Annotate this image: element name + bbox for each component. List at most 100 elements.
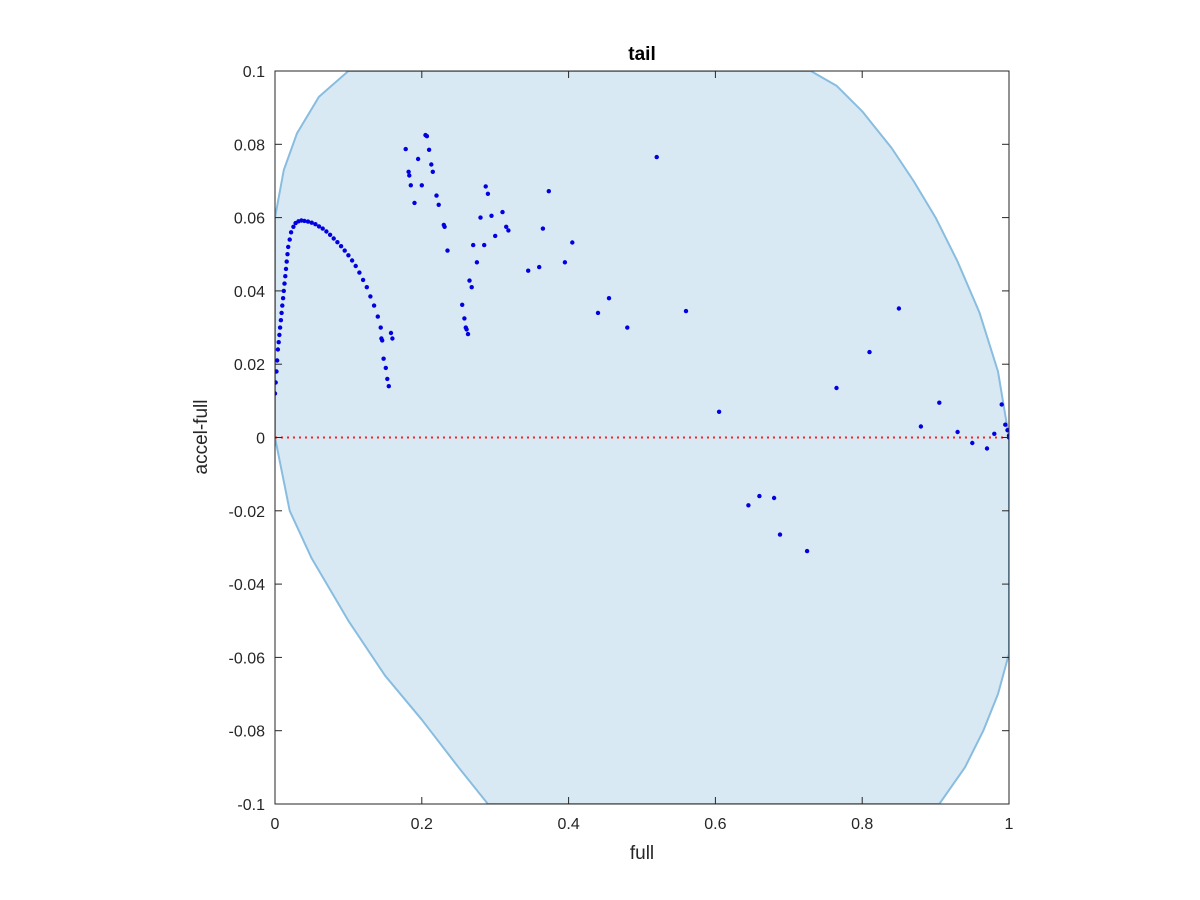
data-point-53 xyxy=(388,330,394,336)
data-point-41 xyxy=(360,277,366,283)
data-point-36 xyxy=(342,248,347,253)
data-point-10 xyxy=(280,303,285,308)
data-point-9 xyxy=(279,310,284,316)
data-point-54 xyxy=(390,336,395,341)
data-point-0 xyxy=(275,391,278,396)
data-point-59 xyxy=(412,200,417,206)
y-tick-label-2: -0.06 xyxy=(229,650,266,667)
x-tick-label-3: 0.6 xyxy=(704,816,726,833)
data-point-67 xyxy=(434,193,439,198)
data-point-44 xyxy=(371,303,377,308)
data-point-88 xyxy=(504,224,509,229)
data-point-107 xyxy=(834,385,839,391)
data-point-49 xyxy=(381,356,386,361)
data-point-25 xyxy=(302,218,307,224)
data-point-2 xyxy=(275,369,279,374)
y-tick-label-10: 0.1 xyxy=(243,64,265,81)
data-point-104 xyxy=(771,495,777,501)
data-point-111 xyxy=(937,400,942,405)
data-point-93 xyxy=(546,189,551,194)
data-point-8 xyxy=(278,318,284,323)
y-axis-ticks: -0.1 -0.08 -0.06 -0.04 -0.02 0 0.02 0.04 0.06 0.0… xyxy=(229,64,1009,814)
data-point-108 xyxy=(867,349,872,355)
data-point-101 xyxy=(716,409,722,414)
data-point-64 xyxy=(426,147,432,152)
data-point-80 xyxy=(474,260,480,265)
data-point-17 xyxy=(285,252,290,257)
data-point-99 xyxy=(654,154,659,160)
data-point-32 xyxy=(327,232,333,237)
data-point-45 xyxy=(375,314,380,319)
data-point-66 xyxy=(430,169,435,174)
data-point-79 xyxy=(471,242,476,248)
data-point-75 xyxy=(464,327,469,332)
data-point-40 xyxy=(357,270,362,275)
data-point-65 xyxy=(429,162,434,167)
y-tick-label-4: -0.02 xyxy=(229,504,266,521)
data-point-114 xyxy=(984,446,990,451)
x-axis-ticks: 0 0.2 0.4 0.6 0.8 1 xyxy=(271,71,1014,833)
data-point-30 xyxy=(320,226,325,231)
data-point-118 xyxy=(1005,428,1009,433)
data-point-35 xyxy=(338,244,344,249)
chart-title: tail xyxy=(628,44,655,65)
data-point-61 xyxy=(419,183,424,188)
data-point-106 xyxy=(804,548,810,554)
data-point-87 xyxy=(500,209,505,215)
data-point-70 xyxy=(442,224,447,229)
data-point-50 xyxy=(383,365,388,371)
data-point-33 xyxy=(331,236,336,241)
data-point-82 xyxy=(482,242,487,248)
data-point-16 xyxy=(284,259,289,264)
data-point-86 xyxy=(493,233,498,239)
data-point-7 xyxy=(277,325,283,330)
data-point-73 xyxy=(462,316,467,321)
data-point-52 xyxy=(386,384,391,389)
data-point-6 xyxy=(277,332,282,338)
data-point-90 xyxy=(526,268,531,273)
data-point-76 xyxy=(465,331,471,337)
data-point-5 xyxy=(276,340,281,345)
data-point-60 xyxy=(415,156,421,162)
x-tick-label-1: 0.2 xyxy=(411,816,433,833)
data-point-84 xyxy=(485,191,491,196)
data-point-21 xyxy=(291,224,296,229)
data-point-94 xyxy=(562,260,568,265)
data-point-83 xyxy=(483,184,488,189)
data-point-100 xyxy=(683,308,689,314)
data-point-3 xyxy=(275,358,280,363)
data-point-98 xyxy=(625,325,630,330)
data-point-112 xyxy=(955,429,960,435)
data-point-48 xyxy=(380,338,385,343)
data-point-117 xyxy=(1003,422,1008,427)
y-tick-label-9: 0.08 xyxy=(234,137,265,154)
data-point-91 xyxy=(537,264,542,270)
data-point-13 xyxy=(282,281,287,286)
data-point-81 xyxy=(478,215,483,220)
x-tick-label-5: 1 xyxy=(1005,816,1014,833)
data-point-14 xyxy=(283,274,288,279)
data-point-43 xyxy=(368,294,373,299)
x-axis-label: full xyxy=(630,843,654,864)
data-point-110 xyxy=(918,424,924,429)
data-point-55 xyxy=(403,146,408,152)
data-point-15 xyxy=(283,266,289,272)
data-point-95 xyxy=(570,240,575,245)
data-point-97 xyxy=(606,296,612,301)
data-point-78 xyxy=(469,285,474,290)
data-point-103 xyxy=(757,493,762,499)
y-tick-label-5: 0 xyxy=(256,431,265,448)
data-point-71 xyxy=(445,248,450,253)
y-tick-label-3: -0.04 xyxy=(229,577,266,594)
data-point-105 xyxy=(777,532,783,537)
y-axis-label: accel-full xyxy=(191,400,212,475)
data-point-109 xyxy=(896,306,902,311)
data-point-72 xyxy=(460,302,465,307)
points-layer xyxy=(275,132,1009,554)
y-tick-label-6: 0.02 xyxy=(234,357,265,374)
data-point-26 xyxy=(305,219,311,224)
data-point-68 xyxy=(436,202,441,207)
data-point-96 xyxy=(595,310,601,316)
data-point-85 xyxy=(489,213,494,218)
data-point-28 xyxy=(313,222,318,227)
